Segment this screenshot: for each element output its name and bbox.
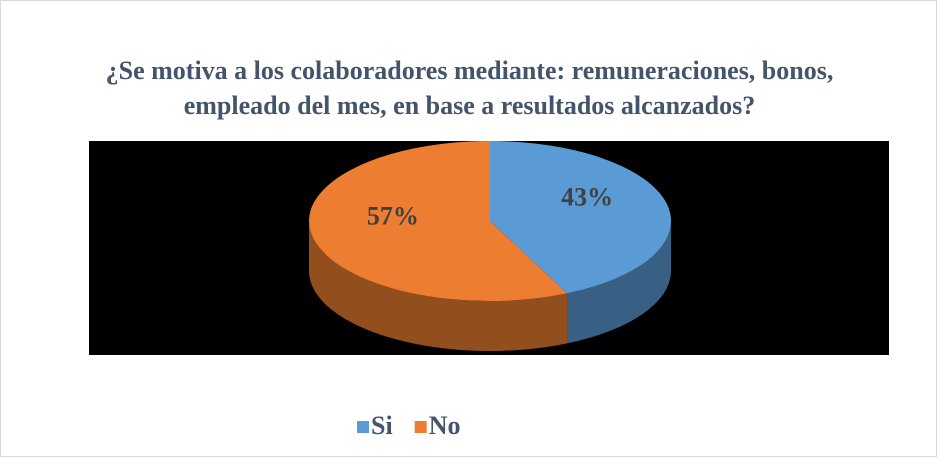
chart-title: ¿Se motiva a los colaboradores mediante:… bbox=[105, 56, 834, 120]
pie-slice bbox=[309, 141, 568, 301]
data-label: 43% bbox=[561, 182, 613, 211]
legend-label: Si bbox=[371, 411, 393, 440]
data-label: 57% bbox=[367, 202, 419, 231]
pie-slice-side bbox=[309, 221, 568, 351]
legend-swatch bbox=[414, 421, 427, 433]
legend-label: No bbox=[429, 411, 461, 440]
legend-swatch bbox=[357, 421, 369, 433]
pie-slice-side bbox=[567, 221, 671, 344]
pie-slice bbox=[490, 141, 671, 294]
